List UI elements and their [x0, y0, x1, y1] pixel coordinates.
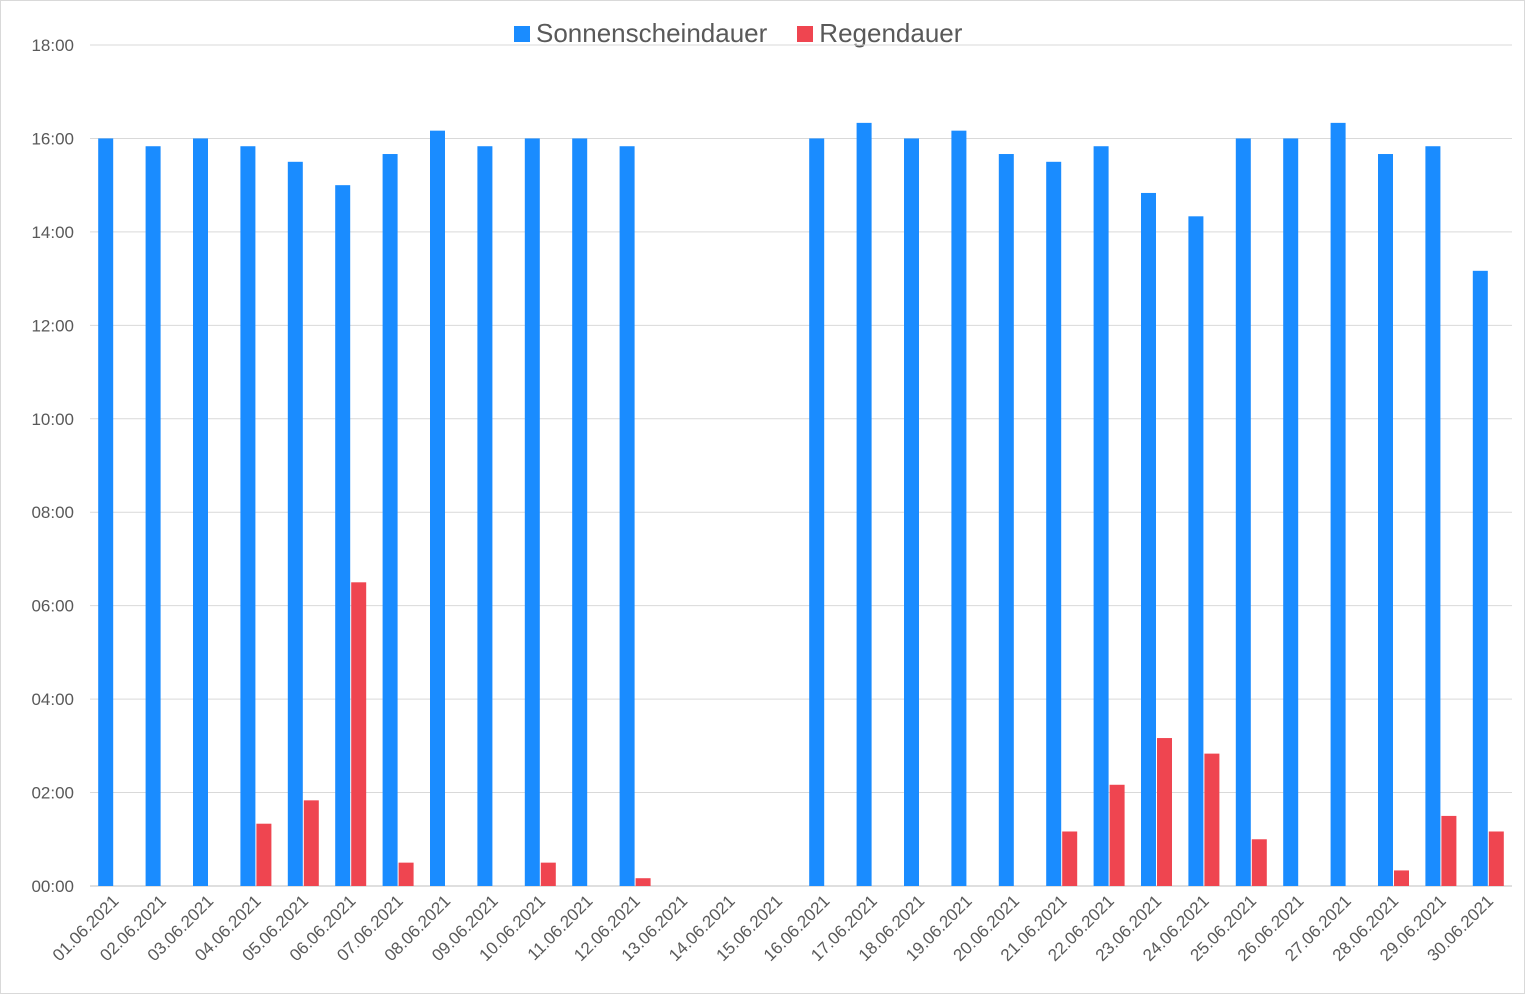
- legend-item-sonnenscheindauer: Sonnenscheindauer: [514, 18, 767, 49]
- bar-regendauer: [1109, 784, 1125, 886]
- bar-sonnenscheindauer: [1425, 146, 1441, 887]
- bar-regendauer: [398, 862, 414, 886]
- bar-sonnenscheindauer: [287, 161, 303, 887]
- bar-regendauer: [540, 862, 556, 886]
- y-tick-label: 06:00: [31, 597, 74, 616]
- bar-sonnenscheindauer: [904, 138, 919, 886]
- bar-sonnenscheindauer: [1330, 122, 1346, 887]
- bar-regendauer: [1394, 870, 1409, 886]
- bar-sonnenscheindauer: [430, 130, 445, 886]
- bar-regendauer: [351, 582, 367, 886]
- bar-regendauer: [1488, 831, 1504, 886]
- bar-sonnenscheindauer: [951, 130, 967, 886]
- bar-regendauer: [1062, 831, 1078, 886]
- legend: Sonnenscheindauer Regendauer: [514, 18, 962, 49]
- bar-regendauer: [635, 878, 651, 886]
- bar-sonnenscheindauer: [998, 154, 1014, 886]
- bar-sonnenscheindauer: [856, 122, 872, 887]
- y-tick-label: 12:00: [31, 316, 74, 335]
- bar-regendauer: [303, 800, 319, 886]
- bar-sonnenscheindauer: [1093, 146, 1109, 887]
- bar-sonnenscheindauer: [240, 146, 256, 887]
- y-tick-label: 16:00: [31, 129, 74, 148]
- bar-sonnenscheindauer: [1235, 138, 1251, 886]
- bar-sonnenscheindauer: [572, 138, 588, 886]
- y-tick-label: 08:00: [31, 503, 74, 522]
- bar-sonnenscheindauer: [1141, 192, 1156, 886]
- bar-sonnenscheindauer: [382, 154, 398, 886]
- bar-sonnenscheindauer: [619, 146, 635, 887]
- bar-regendauer: [1204, 753, 1220, 886]
- bar-sonnenscheindauer: [809, 138, 825, 886]
- bar-regendauer: [256, 823, 272, 886]
- y-tick-label: 18:00: [31, 36, 74, 55]
- y-tick-label: 10:00: [31, 410, 74, 429]
- legend-swatch-regendauer: [797, 25, 814, 42]
- y-tick-label: 00:00: [31, 877, 74, 896]
- legend-label-regendauer: Regendauer: [819, 18, 963, 48]
- bar-sonnenscheindauer: [98, 138, 114, 886]
- bar-sonnenscheindauer: [1188, 216, 1204, 886]
- bar-sonnenscheindauer: [1046, 161, 1062, 887]
- bar-sonnenscheindauer: [524, 138, 540, 886]
- y-tick-label: 02:00: [31, 784, 74, 803]
- bar-sonnenscheindauer: [1378, 154, 1393, 886]
- bar-sonnenscheindauer: [1472, 270, 1488, 886]
- y-tick-label: 14:00: [31, 223, 74, 242]
- bar-sonnenscheindauer: [193, 138, 208, 886]
- bar-regendauer: [1157, 738, 1172, 886]
- bar-sonnenscheindauer: [477, 146, 493, 887]
- bar-sonnenscheindauer: [145, 146, 161, 887]
- legend-item-regendauer: Regendauer: [797, 18, 962, 49]
- bar-sonnenscheindauer: [335, 185, 351, 886]
- legend-swatch-sonnenscheindauer: [514, 25, 530, 42]
- legend-label-sonnenscheindauer: Sonnenscheindauer: [536, 18, 768, 48]
- bar-regendauer: [1251, 839, 1267, 886]
- bar-sonnenscheindauer: [1283, 138, 1299, 886]
- y-tick-label: 04:00: [31, 690, 74, 709]
- bar-regendauer: [1441, 815, 1457, 886]
